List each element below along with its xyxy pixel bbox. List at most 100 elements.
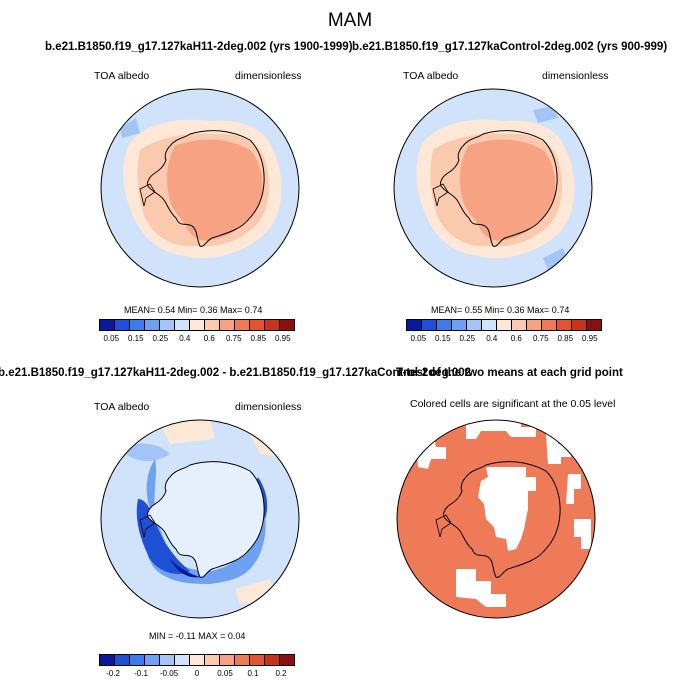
panel-1-stats: MEAN= 0.54 Min= 0.36 Max= 0.74 bbox=[124, 305, 263, 315]
low-albedo-patch bbox=[394, 108, 405, 144]
colorbar-swatch bbox=[571, 320, 586, 330]
colorbar-swatch bbox=[114, 655, 129, 665]
panel-1-colorbar bbox=[99, 319, 295, 331]
insignificant-cells bbox=[456, 569, 506, 607]
colorbar-tick-label: 0.75 bbox=[532, 334, 549, 343]
panel-3-colorbar-labels: -0.2 -0.1 -0.05 0 0.05 0.1 0.2 bbox=[99, 669, 295, 681]
colorbar-tick-label: 0.85 bbox=[557, 334, 574, 343]
map-border bbox=[100, 419, 300, 619]
insignificant-cells bbox=[466, 420, 536, 439]
colorbar-swatch bbox=[129, 320, 144, 330]
coastline bbox=[440, 130, 558, 247]
insignificant-cells bbox=[574, 519, 591, 549]
peninsula-coast bbox=[435, 514, 452, 538]
panel-3-stats: MIN = -0.11 MAX = 0.04 bbox=[149, 631, 246, 641]
colorbar-swatch bbox=[481, 320, 496, 330]
colorbar-tick-label: 0.05 bbox=[217, 669, 233, 678]
panel-1-left-label: TOA albedo bbox=[94, 70, 150, 82]
panel-2-map bbox=[393, 88, 593, 288]
colorbar-swatch bbox=[219, 655, 234, 665]
colorbar-swatch bbox=[234, 655, 249, 665]
panel-3-map bbox=[100, 419, 300, 619]
colorbar-tick-label: 0.05 bbox=[103, 334, 120, 343]
colorbar-swatch bbox=[129, 655, 144, 665]
colorbar-swatch bbox=[496, 320, 511, 330]
panel-2-stats: MEAN= 0.55 Min= 0.36 Max= 0.74 bbox=[431, 305, 570, 315]
colorbar-swatch bbox=[144, 320, 159, 330]
panel-2-right-label: dimensionless bbox=[542, 70, 609, 82]
colorbar-tick-label: 0.6 bbox=[510, 334, 522, 343]
colorbar-tick-label: 0.05 bbox=[410, 334, 427, 343]
panel-1-title: b.e21.B1850.f19_g17.127kaH11-2deg.002 (y… bbox=[45, 41, 353, 53]
colorbar-tick-label: 0.4 bbox=[486, 334, 498, 343]
colorbar-swatch bbox=[159, 655, 174, 665]
colorbar-swatch bbox=[556, 320, 571, 330]
colorbar-tick-label: 0 bbox=[194, 669, 200, 678]
map-border bbox=[100, 88, 300, 288]
coastline bbox=[147, 461, 265, 578]
colorbar-swatch bbox=[174, 655, 189, 665]
strongest-negative-anomaly bbox=[170, 559, 200, 578]
colorbar-swatch bbox=[204, 320, 219, 330]
colorbar-swatch bbox=[249, 655, 264, 665]
positive-anomaly bbox=[160, 420, 215, 444]
insignificant-cells bbox=[546, 434, 571, 464]
continent-field bbox=[147, 461, 265, 578]
colorbar-tick-label: 0.75 bbox=[225, 334, 242, 343]
colorbar-tick-label: -0.1 bbox=[134, 669, 148, 678]
colorbar-swatch bbox=[279, 320, 294, 330]
colorbar-swatch bbox=[407, 320, 421, 330]
colorbar-swatch bbox=[279, 655, 294, 665]
colorbar-swatch bbox=[451, 320, 466, 330]
colorbar-swatches bbox=[99, 319, 295, 331]
insignificant-cells bbox=[508, 531, 518, 545]
colorbar-tick-label: 0.95 bbox=[274, 334, 291, 343]
colorbar-tick-label: 0.15 bbox=[127, 334, 144, 343]
colorbar-swatch bbox=[526, 320, 541, 330]
map-border bbox=[396, 419, 596, 619]
peninsula-coast bbox=[139, 183, 156, 207]
colorbar-swatch bbox=[541, 320, 556, 330]
colorbar-swatch bbox=[114, 320, 129, 330]
colorbar-swatch bbox=[144, 655, 159, 665]
colorbar-tick-label: 0.4 bbox=[179, 334, 191, 343]
colorbar-swatch bbox=[219, 320, 234, 330]
ice-sheet-field bbox=[460, 139, 556, 241]
map-border bbox=[393, 88, 593, 288]
colorbar-swatches bbox=[99, 654, 295, 666]
peninsula-coast bbox=[432, 183, 449, 207]
panel-1-map bbox=[100, 88, 300, 288]
colorbar-swatch bbox=[189, 655, 204, 665]
low-albedo-patch bbox=[120, 118, 140, 138]
colorbar-tick-label: 0.95 bbox=[581, 334, 598, 343]
panel-2-colorbar-labels: 0.05 0.15 0.25 0.4 0.6 0.75 0.85 0.95 bbox=[406, 334, 602, 346]
colorbar-swatch bbox=[100, 655, 114, 665]
colorbar-tick-label: 0.2 bbox=[275, 669, 287, 678]
colorbar-tick-label: 0.25 bbox=[459, 334, 476, 343]
panel-2-title: b.e21.B1850.f19_g17.127kaControl-2deg.00… bbox=[352, 41, 668, 53]
colorbar-tick-label: 0.85 bbox=[250, 334, 267, 343]
colorbar-swatch bbox=[466, 320, 481, 330]
colorbar-swatch bbox=[264, 320, 279, 330]
panel-4-subtitle: Colored cells are significant at the 0.0… bbox=[410, 398, 616, 410]
panel-1-right-label: dimensionless bbox=[235, 70, 302, 82]
panel-1-colorbar-labels: 0.05 0.15 0.25 0.4 0.6 0.75 0.85 0.95 bbox=[99, 334, 295, 346]
peninsula-coast bbox=[139, 514, 156, 538]
panel-4-map bbox=[396, 419, 596, 619]
colorbar-swatch bbox=[436, 320, 451, 330]
panel-3-right-label: dimensionless bbox=[235, 401, 302, 413]
insignificant-cells bbox=[566, 474, 581, 504]
panel-3-title: b.e21.B1850.f19_g17.127kaH11-2deg.002 - … bbox=[0, 367, 472, 379]
colorbar-swatches bbox=[406, 319, 602, 331]
colorbar-swatch bbox=[234, 320, 249, 330]
panel-4-title: T-test of the two means at each grid poi… bbox=[396, 367, 623, 379]
colorbar-swatch bbox=[159, 320, 174, 330]
ice-sheet-field bbox=[167, 139, 263, 241]
colorbar-tick-label: 0.15 bbox=[434, 334, 451, 343]
colorbar-swatch bbox=[189, 320, 204, 330]
colorbar-swatch bbox=[249, 320, 264, 330]
panel-3-left-label: TOA albedo bbox=[94, 401, 150, 413]
colorbar-swatch bbox=[204, 655, 219, 665]
colorbar-swatch bbox=[100, 320, 114, 330]
colorbar-swatch bbox=[174, 320, 189, 330]
